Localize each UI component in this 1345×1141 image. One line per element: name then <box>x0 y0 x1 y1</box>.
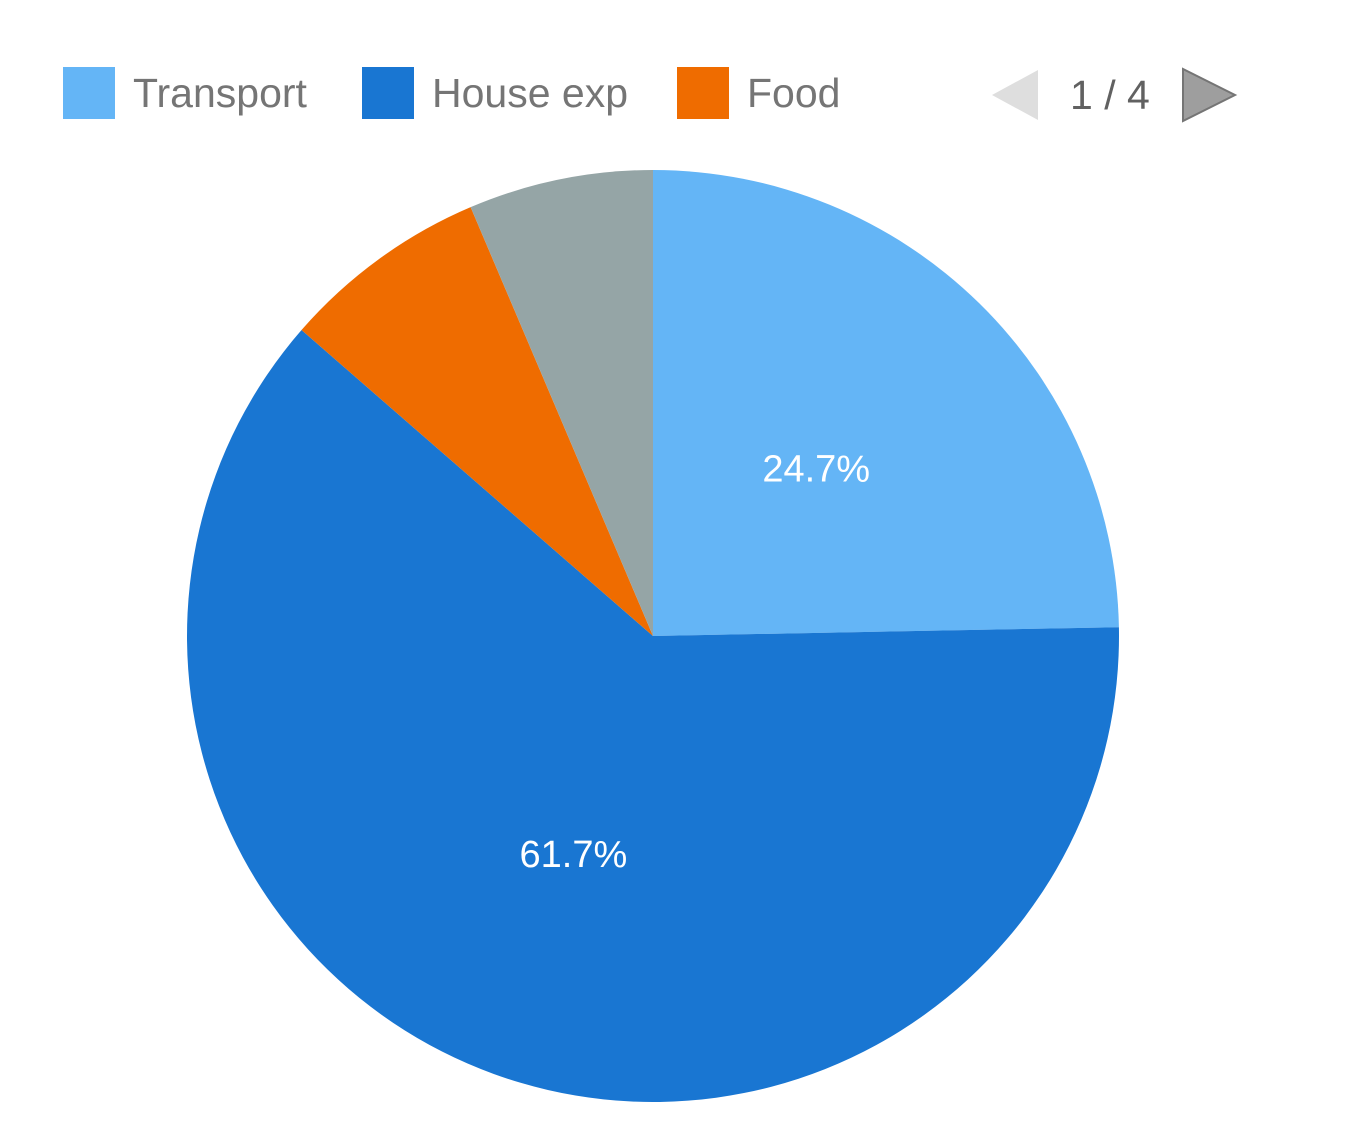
pie-slice-labels: 24.7% 61.7% <box>520 449 871 876</box>
pie-slice-house-exp[interactable] <box>187 330 1120 1102</box>
legend-swatch-house-exp <box>362 67 414 119</box>
legend-label-house-exp: House exp <box>432 69 629 116</box>
legend-swatch-transport <box>63 67 115 119</box>
legend-label-food: Food <box>747 69 841 116</box>
pager-text: 1 / 4 <box>1070 71 1150 118</box>
pie-slice-transport[interactable] <box>653 170 1119 636</box>
legend-swatch-food <box>677 67 729 119</box>
legend-item-food[interactable]: Food <box>677 67 840 119</box>
pie-slice-other[interactable] <box>470 170 653 636</box>
triangle-right-icon[interactable] <box>1180 67 1238 123</box>
legend-label-transport: Transport <box>133 69 307 116</box>
slice-label-transport: 24.7% <box>762 449 870 491</box>
pie-slices <box>187 170 1120 1102</box>
legend-pager: 1 / 4 <box>990 67 1238 123</box>
legend-item-house-exp[interactable]: House exp <box>362 67 628 119</box>
pie-slice-food[interactable] <box>301 207 653 637</box>
triangle-left-icon[interactable] <box>990 68 1040 122</box>
slice-label-house-exp: 61.7% <box>520 834 628 876</box>
legend-item-transport[interactable]: Transport <box>63 67 307 119</box>
